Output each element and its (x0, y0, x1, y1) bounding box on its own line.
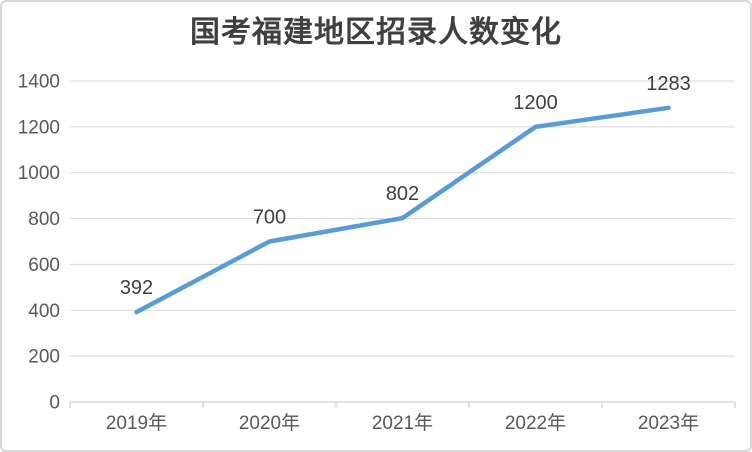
x-axis-tick-label: 2021年 (372, 412, 433, 434)
data-label: 392 (120, 277, 153, 299)
y-axis-tick-label: 800 (28, 209, 60, 230)
x-axis-tick-label: 2022年 (505, 412, 566, 434)
x-axis-tick-label: 2023年 (638, 412, 699, 434)
data-label: 1200 (513, 92, 558, 114)
data-label: 1283 (646, 73, 691, 95)
y-axis-tick-label: 200 (28, 347, 60, 368)
y-axis-tick-label: 1400 (18, 72, 60, 93)
x-axis-tick-label: 2020年 (239, 412, 300, 434)
data-series-line (134, 105, 671, 315)
x-axis-tick-label: 2019年 (106, 412, 167, 434)
data-label: 802 (386, 183, 419, 205)
y-axis-tick-label: 400 (28, 301, 60, 322)
chart-title: 国考福建地区招录人数变化 (190, 15, 562, 50)
y-axis-tick-label: 1000 (18, 163, 60, 184)
y-axis-tick-label: 600 (28, 255, 60, 276)
data-label: 700 (253, 207, 286, 229)
y-axis-tick-label: 1200 (18, 117, 60, 138)
y-axis-tick-label: 0 (49, 393, 60, 414)
